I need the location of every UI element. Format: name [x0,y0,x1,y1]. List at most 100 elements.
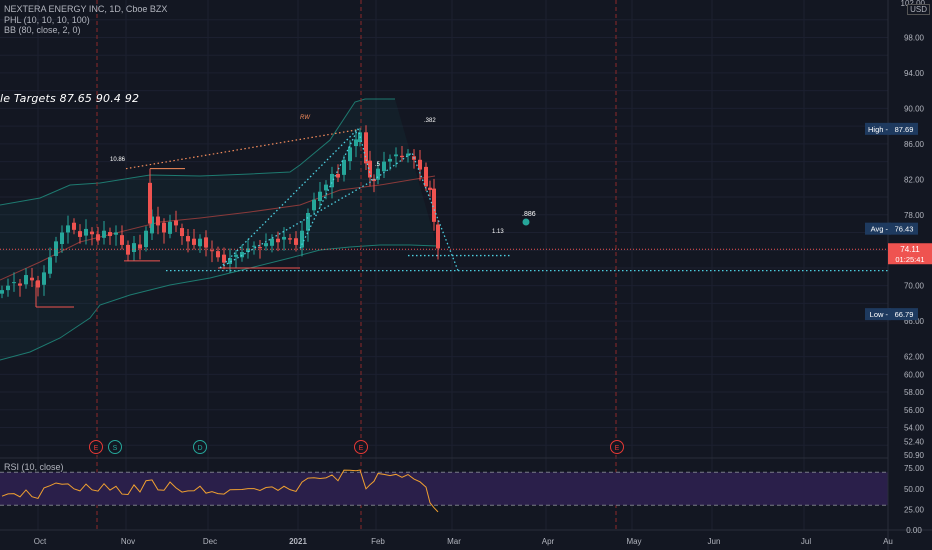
candle [192,238,196,245]
candle [222,254,226,263]
candle [30,277,34,281]
price-label-bg [865,122,891,135]
time-tick: Apr [542,537,555,546]
rsi-tick: 75.00 [904,464,925,473]
candle [388,158,392,162]
price-tick: 98.00 [904,33,925,42]
price-label-bg [888,122,918,135]
candle [210,250,214,252]
price-label-value: 87.69 [895,125,914,134]
price-tick: 54.00 [904,424,925,433]
price-label-name: High - [868,125,889,134]
candle [330,173,334,188]
candle [144,230,148,248]
price-label-bg [865,308,891,321]
candle [60,232,64,245]
candle [156,216,160,226]
rsi-tick: 0.00 [906,526,922,535]
candle [436,224,440,249]
event-marker-label: E [94,445,99,452]
candle [90,231,94,235]
candle [240,251,244,258]
price-tick: 66.00 [904,317,925,326]
annotation-label: .886 [522,211,536,218]
event-marker-dividend [193,440,207,454]
event-marker-label: S [113,445,118,452]
event-marker-label: E [359,445,364,452]
candle [186,236,190,242]
candle [400,155,404,158]
candle [18,283,22,286]
candle [318,191,322,202]
candle [428,187,432,190]
candle [24,275,28,285]
time-tick: Jun [708,537,721,546]
price-axis-panel [888,0,932,550]
candle [324,184,328,191]
rsi-band [0,472,888,506]
candle [418,159,422,170]
candle [84,228,88,236]
price-tick: 70.00 [904,282,925,291]
candle [424,166,428,187]
rsi-line [1,469,439,513]
candle [216,251,220,258]
price-tick: 90.00 [904,104,925,113]
rsi-legend[interactable]: RSI (10, close) [4,462,64,472]
candle [294,238,298,245]
price-tick: 62.00 [904,353,925,362]
bollinger-upper [0,98,395,206]
candle [138,244,142,249]
candle [148,182,152,224]
candle [300,230,304,248]
event-marker-earnings [610,440,624,454]
harmonic-pattern [219,127,459,271]
candle [348,147,352,162]
candle [12,282,16,284]
symbol-title[interactable]: NEXTERA ENERGY INC, 1D, Cboe BZX [4,4,168,14]
event-marker-split [108,440,122,454]
candle [288,238,292,240]
candle [376,168,380,180]
time-tick: Dec [203,537,217,546]
countdown-value: 01:25:41 [895,255,924,264]
candle [174,220,178,226]
price-tick: 50.90 [904,451,925,460]
bollinger-lower [0,244,438,361]
candle [282,236,286,240]
price-label-name: Avg - [871,225,889,234]
price-label-value: 76.43 [895,225,914,234]
price-tick: 86.00 [904,140,925,149]
candle [42,272,46,285]
price-tick: 60.00 [904,370,925,379]
candle [354,139,358,147]
candle [180,228,184,237]
candle [114,232,118,235]
candle [276,238,280,243]
time-tick: Nov [121,537,135,546]
candle [72,222,76,230]
candle [234,254,238,257]
candle [252,245,256,247]
candle [6,285,10,291]
time-tick: Jul [801,537,811,546]
price-tick: 58.00 [904,388,925,397]
current-price-value: 74.11 [900,245,920,254]
annotation-label: 10.86 [110,157,126,163]
price-tick: 94.00 [904,69,925,78]
candle [108,232,112,237]
candle [204,237,208,248]
price-label-bg [888,308,918,321]
candle [102,230,106,238]
time-tick: May [626,537,641,546]
indicator-phl[interactable]: PHL (10, 10, 10, 100) [4,14,90,25]
time-tick: Oct [34,537,47,546]
indicator-bb[interactable]: BB (80, close, 2, 0) [4,25,81,35]
annotation-label: .382 [424,118,436,124]
event-marker-earnings [354,440,368,454]
currency-badge[interactable]: USD [907,4,930,15]
candle [168,221,172,234]
candle [336,173,340,178]
candle [258,247,262,249]
